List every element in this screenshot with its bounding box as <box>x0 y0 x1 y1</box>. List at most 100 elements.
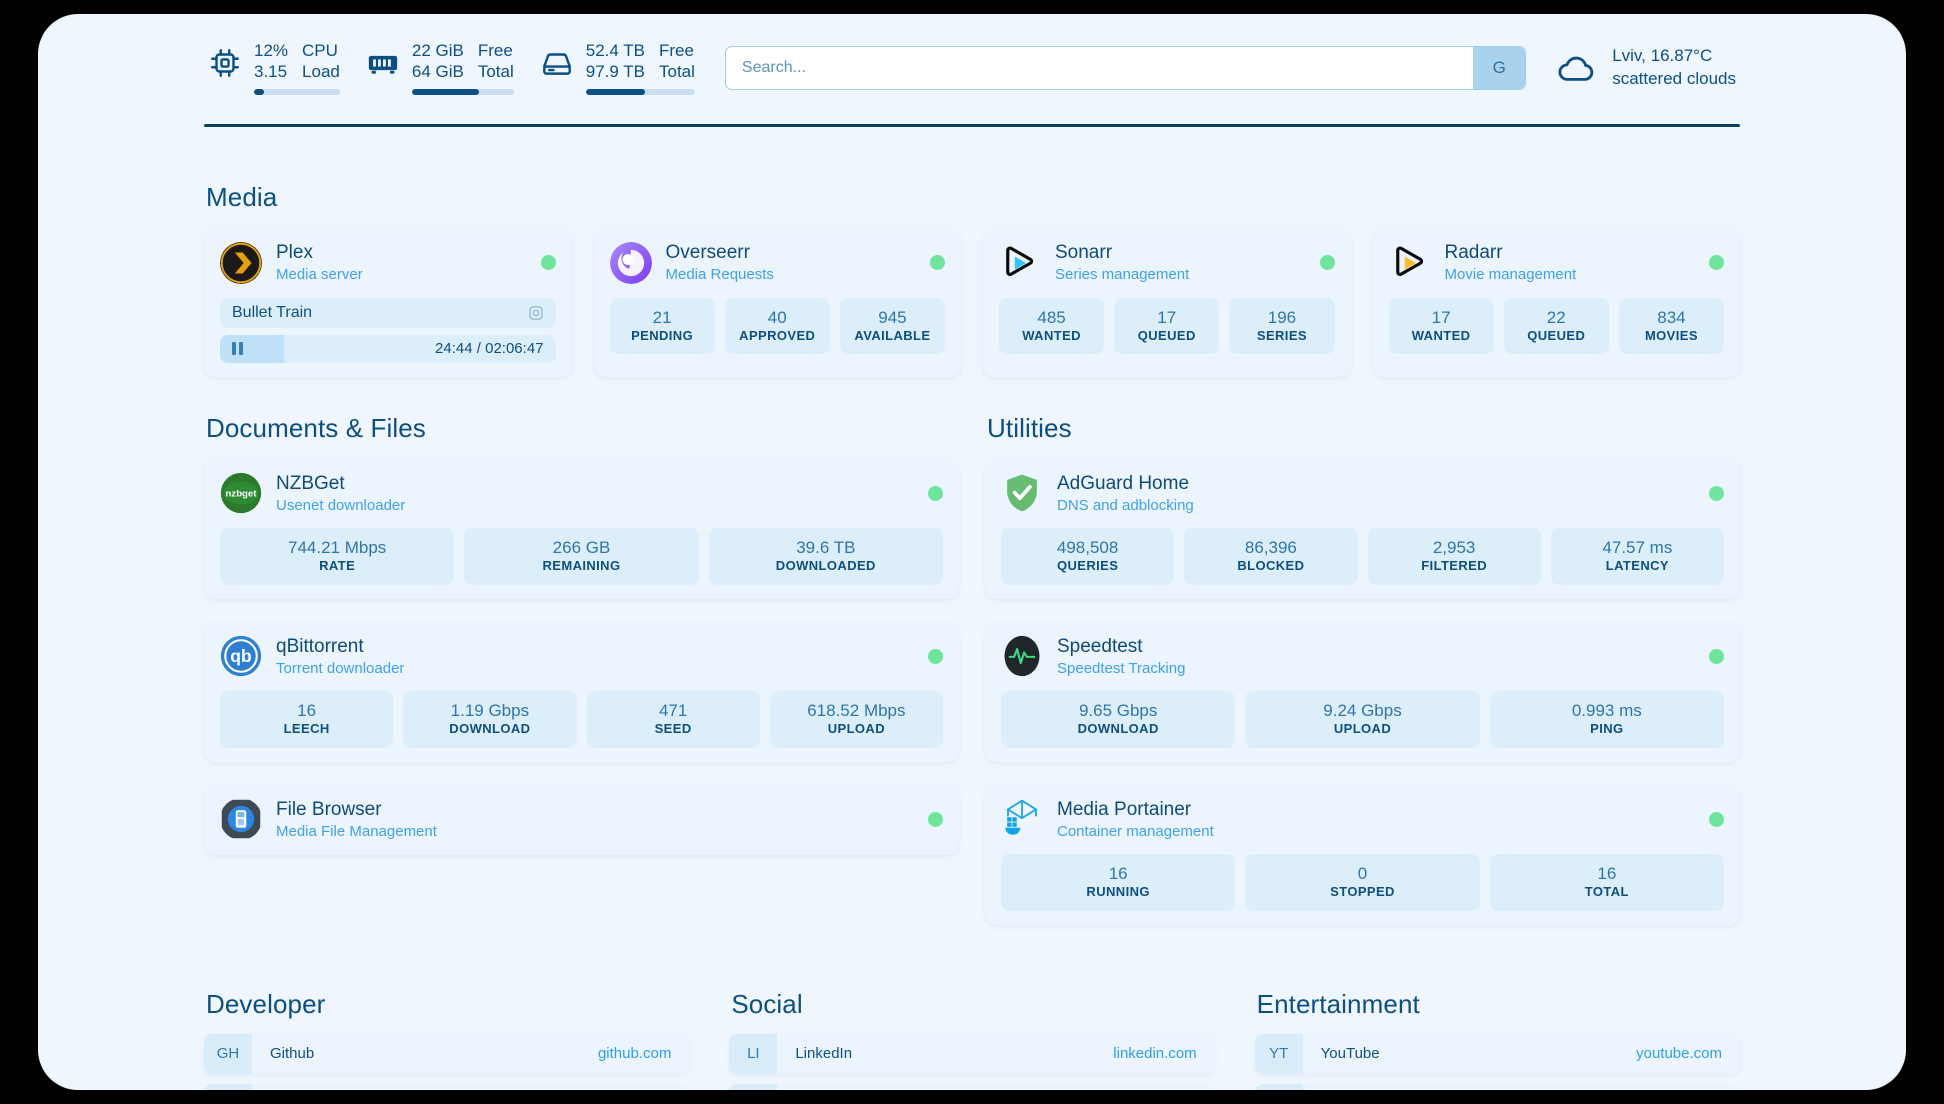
service-card[interactable]: AdGuard Home DNS and adblocking 498,508 QUE… <box>985 457 1740 599</box>
stat-pill[interactable]: 945 AVAILABLE <box>839 297 946 354</box>
service-subtitle: Usenet downloader <box>276 496 406 514</box>
google-search-button[interactable]: G <box>1473 47 1526 89</box>
stat-pill[interactable]: 618.52 Mbps UPLOAD <box>769 691 943 748</box>
stat-pill[interactable]: 0.993 ms PING <box>1489 691 1724 748</box>
system-stats: 12% 3.15 CPU Load 22 GiB 64 GiB Free Total 52.4 … <box>204 41 695 96</box>
bookmark-name: YouTube <box>1320 1045 1380 1062</box>
stat-pill[interactable]: 266 GB REMAINING <box>464 528 699 585</box>
stat-pill[interactable]: 21 PENDING <box>609 297 715 354</box>
service-subtitle: Media Requests <box>665 266 774 284</box>
cpu-icon <box>208 46 242 80</box>
service-card[interactable]: qb qBittorrent Torrent downloader 16 LEECH 1.… <box>204 620 959 762</box>
stat-values: 22 GiB 64 GiB <box>412 41 464 82</box>
status-indicator-online <box>928 485 943 501</box>
bookmark-list: GH Github github.com SOStackOverflowstackov… <box>204 1033 690 1090</box>
now-playing-bar[interactable]: Bullet Train <box>220 297 556 328</box>
bookmark-item[interactable]: SOStackOverflowstackoverflow.com <box>204 1083 690 1090</box>
bookmark-group-title: Social <box>731 988 803 1019</box>
qbittorrent-logo: qb <box>220 635 262 677</box>
stat-pill[interactable]: 16 RUNNING <box>1001 854 1236 911</box>
stat-pill[interactable]: 40 APPROVED <box>724 297 830 354</box>
stat-pill[interactable]: 9.65 Gbps DOWNLOAD <box>1001 691 1236 748</box>
cast-icon[interactable] <box>528 305 544 321</box>
plex-logo <box>220 241 262 284</box>
pause-icon[interactable] <box>232 342 243 355</box>
service-card[interactable]: Radarr Movie management 17 WANTED 22 QUEUED 83… <box>1372 227 1740 377</box>
stat-pill[interactable]: 86,396 BLOCKED <box>1184 528 1358 585</box>
now-playing-title: Bullet Train <box>232 303 313 321</box>
dashboard-panel: 12% 3.15 CPU Load 22 GiB 64 GiB Free Total 52.4 … <box>38 14 1906 1090</box>
stat-pill[interactable]: 16 TOTAL <box>1489 854 1724 911</box>
disk-icon <box>540 46 574 80</box>
card-header: Speedtest Speedtest Tracking <box>1001 635 1724 679</box>
stats-row: 21 PENDING 40 APPROVED 945 AVAILABLE <box>609 297 946 354</box>
status-indicator-online <box>1709 255 1724 271</box>
stat-pill[interactable]: 744.21 Mbps RATE <box>220 528 455 585</box>
stat-ram: 22 GiB 64 GiB Free Total <box>366 41 514 96</box>
stat-pill[interactable]: 16 LEECH <box>220 691 394 748</box>
bookmark-group: Social LI LinkedIn linkedin.com TWTwittertwi… <box>729 988 1215 1090</box>
stat-pill-value: 17 <box>1157 307 1177 327</box>
stat-values: 12% 3.15 <box>254 41 288 82</box>
bookmark-item[interactable]: NFNetflixnetflix.com <box>1254 1083 1740 1090</box>
service-name: Media Portainer <box>1057 798 1192 820</box>
bookmark-item[interactable]: GH Github github.com <box>204 1033 690 1074</box>
search-box[interactable]: G <box>724 46 1527 90</box>
service-card[interactable]: nzbget NZBGet Usenet downloader 744.21 Mbps… <box>204 457 959 599</box>
card-header: nzbget NZBGet Usenet downloader <box>220 472 943 516</box>
stat-progress-bar <box>254 89 340 96</box>
stat-pill-label: REMAINING <box>542 558 621 574</box>
stat-pill-value: 16 <box>1597 864 1617 883</box>
service-card[interactable]: Media Portainer Container management 16 RUN… <box>985 783 1740 925</box>
search-area: G <box>695 46 1556 90</box>
service-card[interactable]: Speedtest Speedtest Tracking 9.65 Gbps DOWN… <box>985 620 1740 762</box>
stat-pill[interactable]: 196 SERIES <box>1229 297 1335 354</box>
stat-pill[interactable]: 0 STOPPED <box>1245 854 1480 911</box>
stat-pill-label: SEED <box>654 721 692 737</box>
service-card[interactable]: Sonarr Series management 485 WANTED 17 QUEUED… <box>983 227 1351 377</box>
stat-pill[interactable]: 2,953 FILTERED <box>1367 528 1541 585</box>
stat-pill[interactable]: 485 WANTED <box>999 297 1105 354</box>
card-titles: Radarr Movie management <box>1445 241 1577 285</box>
stat-pill[interactable]: 834 MOVIES <box>1618 297 1725 354</box>
card-header: Radarr Movie management <box>1389 241 1724 285</box>
stat-value-primary: 22 GiB <box>411 40 464 60</box>
ram-icon <box>366 46 400 80</box>
service-name: NZBGet <box>276 472 345 494</box>
stat-pill-value: 2,953 <box>1432 538 1476 557</box>
stats-row: 485 WANTED 17 QUEUED 196 SERIES <box>999 297 1335 354</box>
stat-pill-label: APPROVED <box>739 327 816 343</box>
stat-pill[interactable]: 471 SEED <box>586 691 760 748</box>
card-header: File Browser Media File Management <box>220 798 943 842</box>
status-indicator-online <box>1709 485 1724 501</box>
stats-row: 9.65 Gbps DOWNLOAD 9.24 Gbps UPLOAD 0.993 ms… <box>1001 691 1724 748</box>
stat-pill[interactable]: 9.24 Gbps UPLOAD <box>1245 691 1480 748</box>
stat-pill[interactable]: 498,508 QUERIES <box>1001 528 1175 585</box>
bookmark-item[interactable]: LI LinkedIn linkedin.com <box>729 1033 1215 1074</box>
stat-pill[interactable]: 47.57 ms LATENCY <box>1550 528 1724 585</box>
stat-body: 22 GiB 64 GiB Free Total <box>411 41 514 96</box>
documents-card-list: nzbget NZBGet Usenet downloader 744.21 Mbps… <box>204 457 959 855</box>
stat-pill[interactable]: 1.19 Gbps DOWNLOAD <box>403 691 577 748</box>
stat-pill[interactable]: 39.6 TB DOWNLOADED <box>708 528 943 585</box>
playback-progress[interactable]: 24:44 / 02:06:47 <box>220 334 556 363</box>
stat-pill[interactable]: 17 QUEUED <box>1114 297 1220 354</box>
search-input[interactable] <box>725 47 1474 89</box>
service-name: AdGuard Home <box>1057 472 1190 494</box>
svg-text:nzbget: nzbget <box>226 489 258 500</box>
bookmark-item[interactable]: YT YouTube youtube.com <box>1254 1033 1740 1074</box>
stat-pill-value: 618.52 Mbps <box>807 701 906 720</box>
nzbget-logo: nzbget <box>220 472 262 514</box>
service-card[interactable]: Plex Media server Bullet Train 24:44 / 02:0… <box>204 227 572 377</box>
stat-pill-label: QUEUED <box>1527 327 1586 343</box>
service-card[interactable]: File Browser Media File Management <box>204 783 959 855</box>
bookmark-item[interactable]: TWTwittertwitter.com <box>729 1083 1215 1090</box>
bookmark-abbr: SO <box>204 1083 252 1090</box>
stat-pill[interactable]: 22 QUEUED <box>1503 297 1609 354</box>
stat-value-secondary: 97.9 TB <box>585 61 645 81</box>
stat-pill[interactable]: 17 WANTED <box>1388 297 1494 354</box>
service-name: Speedtest <box>1057 635 1143 657</box>
stat-pill-label: RATE <box>319 558 356 574</box>
service-name: Plex <box>276 242 313 263</box>
service-card[interactable]: Overseerr Media Requests 21 PENDING 40 APPROV… <box>593 227 961 377</box>
